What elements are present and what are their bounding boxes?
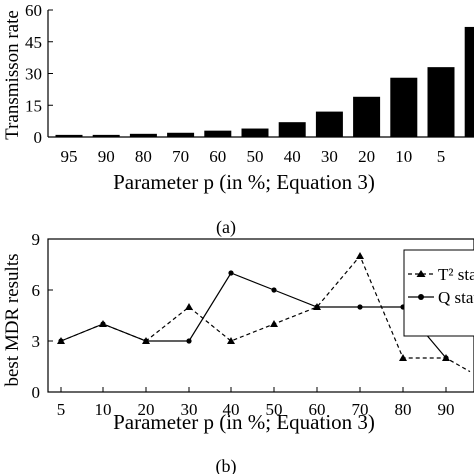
panel-b-q-point [314, 304, 320, 310]
panel-b-t2-point [356, 252, 364, 259]
panel-b-q-point [357, 304, 363, 310]
panel-a-x-tick-label: 90 [98, 147, 115, 166]
legend-t2-label: T² stati [438, 265, 474, 284]
panel-b-x-tick-label: 80 [395, 400, 412, 419]
legend-box [403, 249, 474, 337]
panel-b-q-point [443, 355, 449, 361]
panel-a-bar [167, 132, 195, 137]
panel-a-x-tick-label: 60 [209, 147, 226, 166]
panel-a-x-tick-label: 70 [172, 147, 189, 166]
panel-b-x-tick-label: 5 [57, 400, 66, 419]
panel-b-x-axis-label: Parameter p (in %; Equation 3) [113, 410, 375, 434]
panel-b-t2-point [399, 354, 407, 361]
panel-b-x-tick-label: 40 [223, 400, 240, 419]
panel-b-t2-point [227, 337, 235, 344]
panel-a-y-tick-label: 0 [34, 128, 43, 147]
panel-a-bars [55, 26, 474, 137]
panel-b-t2-point [270, 320, 278, 327]
panel-a-x-tick-label: 40 [284, 147, 301, 166]
panel-a-y-tick-label: 30 [25, 65, 42, 84]
panel-a-y-tick-label: 15 [25, 96, 42, 115]
legend-q-label: Q stati [438, 288, 474, 307]
panel-a-bar [55, 134, 83, 137]
panel-a-bar [427, 67, 455, 137]
panel-b-x-tick-label: 30 [181, 400, 198, 419]
panel-b-series-line [60, 272, 447, 359]
panel-b-y-tick-label: 3 [32, 332, 41, 351]
panel-a-bar [241, 128, 269, 137]
panel-b-mdr-line-chart: best MDR results 0 3 6 9 5 10 20 30 40 50 60 70 80 9… [2, 230, 474, 474]
panel-a-y-tick-label: 45 [25, 33, 42, 52]
panel-a-bar [92, 134, 120, 137]
panel-a-y-tick-labels: 0 15 30 45 60 [25, 1, 53, 147]
panel-a-bar [129, 133, 157, 137]
panel-a-y-tick-label: 60 [25, 1, 42, 20]
panel-a-bar [390, 77, 418, 137]
legend-t2-marker [416, 270, 426, 277]
panel-b-x-tick-label: 50 [266, 400, 283, 419]
panel-b-legend: T² stati Q stati [403, 249, 474, 337]
panel-b-q-point [228, 270, 234, 276]
panel-b-q-point [271, 287, 277, 293]
panel-b-q-point [58, 338, 64, 344]
panel-b-plot-frame [47, 238, 474, 393]
panel-b-x-tick-label: 60 [309, 400, 326, 419]
panel-a-x-tick-labels: 9590807060504030201050 [61, 147, 474, 166]
panel-b-x-tick-label: 90 [438, 400, 455, 419]
panel-b-q-point [186, 338, 192, 344]
panel-b-q-point [143, 338, 149, 344]
legend-q-marker [418, 294, 424, 300]
panel-a-y-axis-label: Transmisson rate [2, 10, 23, 140]
panel-a-bar [464, 26, 474, 137]
panel-b-y-tick-label: 9 [32, 230, 41, 249]
panel-b-q-point [100, 321, 106, 327]
panel-b-x-tick-label: 20 [138, 400, 155, 419]
panel-a-x-tick-label: 95 [61, 147, 78, 166]
panel-b-y-tick-labels: 0 3 6 9 [32, 230, 53, 402]
panel-b-caption: (b) [216, 456, 237, 474]
panel-b-series [57, 252, 471, 373]
panel-b-t2-point [185, 303, 193, 310]
panel-a-x-tick-label: 30 [321, 147, 338, 166]
panel-a-x-tick-label: 20 [358, 147, 375, 166]
panel-a-x-tick-label: 5 [437, 147, 446, 166]
panel-a-x-tick-label: 80 [135, 147, 152, 166]
panel-a-bar [278, 122, 306, 137]
panel-b-x-tick-labels: 5 10 20 30 40 50 60 70 80 90 [57, 387, 455, 419]
panel-b-y-axis-label: best MDR results [2, 254, 23, 387]
panel-a-bar [204, 130, 232, 137]
panel-a-x-axis-label: Parameter p (in %; Equation 3) [113, 170, 375, 194]
panel-b-y-tick-label: 0 [32, 383, 41, 402]
panel-b-x-tick-label: 70 [352, 400, 369, 419]
panel-a-bar [315, 111, 343, 137]
panel-a-caption: (a) [216, 217, 236, 238]
panel-a-x-tick-label: 10 [395, 147, 412, 166]
panel-b-x-tick-label: 10 [95, 400, 112, 419]
panel-b-y-tick-label: 6 [32, 281, 41, 300]
panel-a-bar [353, 96, 381, 137]
panel-a-transmission-rate-bar-chart: Transmisson rate 0 15 30 45 60 95 90 80 70 60 50 4… [2, 1, 474, 238]
panel-a-x-tick-label: 50 [247, 147, 264, 166]
